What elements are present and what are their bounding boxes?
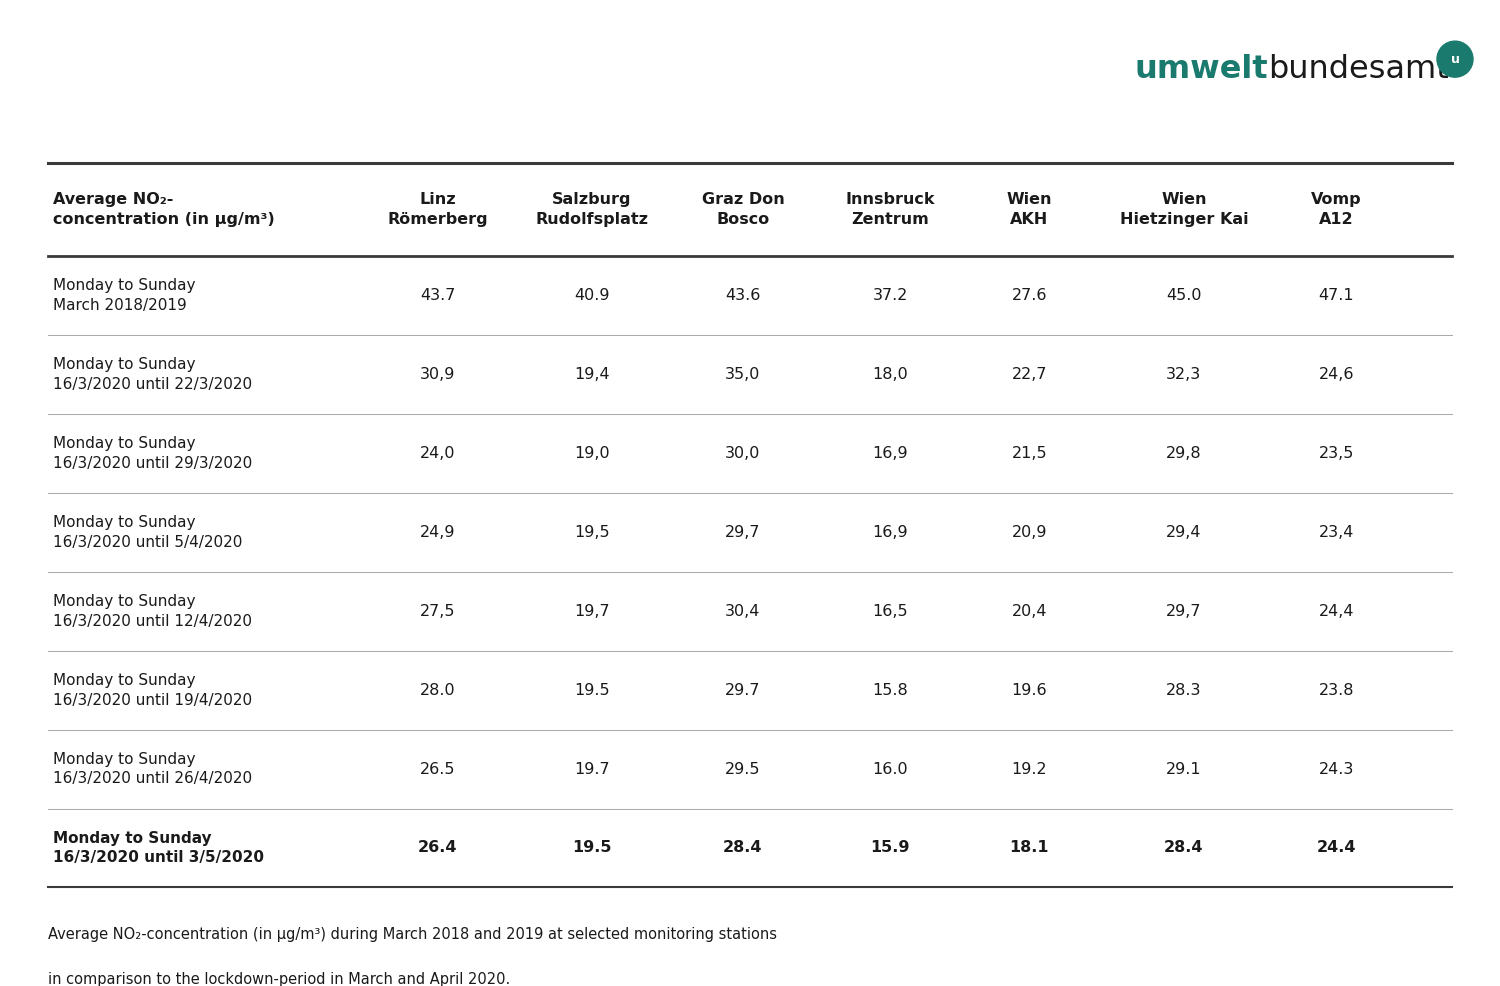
Text: 20,9: 20,9: [1011, 525, 1047, 540]
Text: Vomp
A12: Vomp A12: [1311, 192, 1362, 227]
Text: Average NO₂-concentration (in µg/m³) during March 2018 and 2019 at selected moni: Average NO₂-concentration (in µg/m³) dur…: [48, 927, 777, 942]
Text: 24,4: 24,4: [1318, 603, 1354, 619]
Ellipse shape: [1437, 41, 1473, 77]
Text: 32,3: 32,3: [1166, 367, 1202, 383]
Text: 30,9: 30,9: [420, 367, 456, 383]
Text: 26.4: 26.4: [419, 840, 458, 856]
Text: 29.1: 29.1: [1166, 761, 1202, 777]
Text: 19.2: 19.2: [1011, 761, 1047, 777]
Text: 29,7: 29,7: [1166, 603, 1202, 619]
Text: Monday to Sunday
16/3/2020 until 29/3/2020: Monday to Sunday 16/3/2020 until 29/3/20…: [53, 436, 252, 471]
Text: 29.5: 29.5: [724, 761, 760, 777]
Text: Graz Don
Bosco: Graz Don Bosco: [702, 192, 784, 227]
Text: Monday to Sunday
16/3/2020 until 22/3/2020: Monday to Sunday 16/3/2020 until 22/3/20…: [53, 357, 252, 392]
Text: 29,8: 29,8: [1166, 446, 1202, 461]
Text: 28.4: 28.4: [723, 840, 762, 856]
Text: 29,4: 29,4: [1166, 525, 1202, 540]
Text: 19.5: 19.5: [574, 682, 610, 698]
Text: 16,9: 16,9: [873, 525, 907, 540]
Text: 19,5: 19,5: [574, 525, 610, 540]
Text: 19,0: 19,0: [574, 446, 610, 461]
Text: 16.0: 16.0: [873, 761, 907, 777]
Text: 28.3: 28.3: [1166, 682, 1202, 698]
Text: 35,0: 35,0: [726, 367, 760, 383]
Text: 15.9: 15.9: [870, 840, 910, 856]
Text: u: u: [1450, 52, 1460, 66]
Text: in comparison to the lockdown-period in March and April 2020.: in comparison to the lockdown-period in …: [48, 972, 510, 986]
Text: 20,4: 20,4: [1011, 603, 1047, 619]
Text: 23,4: 23,4: [1318, 525, 1354, 540]
Text: Linz
Römerberg: Linz Römerberg: [387, 192, 488, 227]
Text: Innsbruck
Zentrum: Innsbruck Zentrum: [846, 192, 934, 227]
Text: 19.5: 19.5: [573, 840, 612, 856]
Text: Monday to Sunday
16/3/2020 until 19/4/2020: Monday to Sunday 16/3/2020 until 19/4/20…: [53, 672, 252, 708]
Text: 24,0: 24,0: [420, 446, 456, 461]
Text: 23.8: 23.8: [1318, 682, 1354, 698]
Text: 23,5: 23,5: [1318, 446, 1354, 461]
Text: 26.5: 26.5: [420, 761, 456, 777]
Text: bundesamt: bundesamt: [1268, 54, 1449, 85]
Text: 29.7: 29.7: [724, 682, 760, 698]
Text: Monday to Sunday
March 2018/2019: Monday to Sunday March 2018/2019: [53, 278, 195, 314]
Text: 18.1: 18.1: [1010, 840, 1048, 856]
Text: 45.0: 45.0: [1166, 288, 1202, 304]
Text: Monday to Sunday
16/3/2020 until 3/5/2020: Monday to Sunday 16/3/2020 until 3/5/202…: [53, 830, 264, 866]
Text: 40.9: 40.9: [574, 288, 610, 304]
Text: 29,7: 29,7: [724, 525, 760, 540]
Text: 19.7: 19.7: [574, 761, 610, 777]
Text: 24,6: 24,6: [1318, 367, 1354, 383]
Text: 28.0: 28.0: [420, 682, 456, 698]
Text: 27.6: 27.6: [1011, 288, 1047, 304]
Text: 37.2: 37.2: [873, 288, 907, 304]
Text: Monday to Sunday
16/3/2020 until 26/4/2020: Monday to Sunday 16/3/2020 until 26/4/20…: [53, 751, 252, 787]
Text: 16,5: 16,5: [873, 603, 907, 619]
Text: Salzburg
Rudolfsplatz: Salzburg Rudolfsplatz: [536, 192, 648, 227]
Text: 19,4: 19,4: [574, 367, 610, 383]
Text: 21,5: 21,5: [1011, 446, 1047, 461]
Text: 18,0: 18,0: [873, 367, 909, 383]
Text: umwelt: umwelt: [1134, 54, 1268, 85]
Text: 15.8: 15.8: [873, 682, 909, 698]
Text: 43.6: 43.6: [726, 288, 760, 304]
Text: 24.4: 24.4: [1317, 840, 1356, 856]
Text: 30,4: 30,4: [726, 603, 760, 619]
Text: 30,0: 30,0: [726, 446, 760, 461]
Text: Monday to Sunday
16/3/2020 until 12/4/2020: Monday to Sunday 16/3/2020 until 12/4/20…: [53, 594, 252, 629]
Text: 19.6: 19.6: [1011, 682, 1047, 698]
Text: 24.3: 24.3: [1318, 761, 1354, 777]
Text: 47.1: 47.1: [1318, 288, 1354, 304]
Text: Monday to Sunday
16/3/2020 until 5/4/2020: Monday to Sunday 16/3/2020 until 5/4/202…: [53, 515, 242, 550]
Text: 22,7: 22,7: [1011, 367, 1047, 383]
Text: 27,5: 27,5: [420, 603, 456, 619]
Text: Average NO₂-
concentration (in µg/m³): Average NO₂- concentration (in µg/m³): [53, 192, 274, 227]
Text: 24,9: 24,9: [420, 525, 456, 540]
Text: Wien
AKH: Wien AKH: [1007, 192, 1052, 227]
Text: 19,7: 19,7: [574, 603, 610, 619]
Text: 16,9: 16,9: [873, 446, 907, 461]
Text: 43.7: 43.7: [420, 288, 456, 304]
Text: 28.4: 28.4: [1164, 840, 1203, 856]
Text: Wien
Hietzinger Kai: Wien Hietzinger Kai: [1119, 192, 1248, 227]
